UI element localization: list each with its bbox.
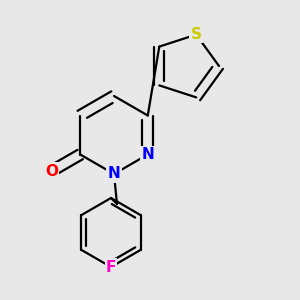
Text: S: S (191, 27, 202, 42)
Text: F: F (106, 260, 116, 274)
Text: O: O (45, 164, 58, 178)
Text: N: N (141, 147, 154, 162)
Text: N: N (108, 167, 120, 182)
